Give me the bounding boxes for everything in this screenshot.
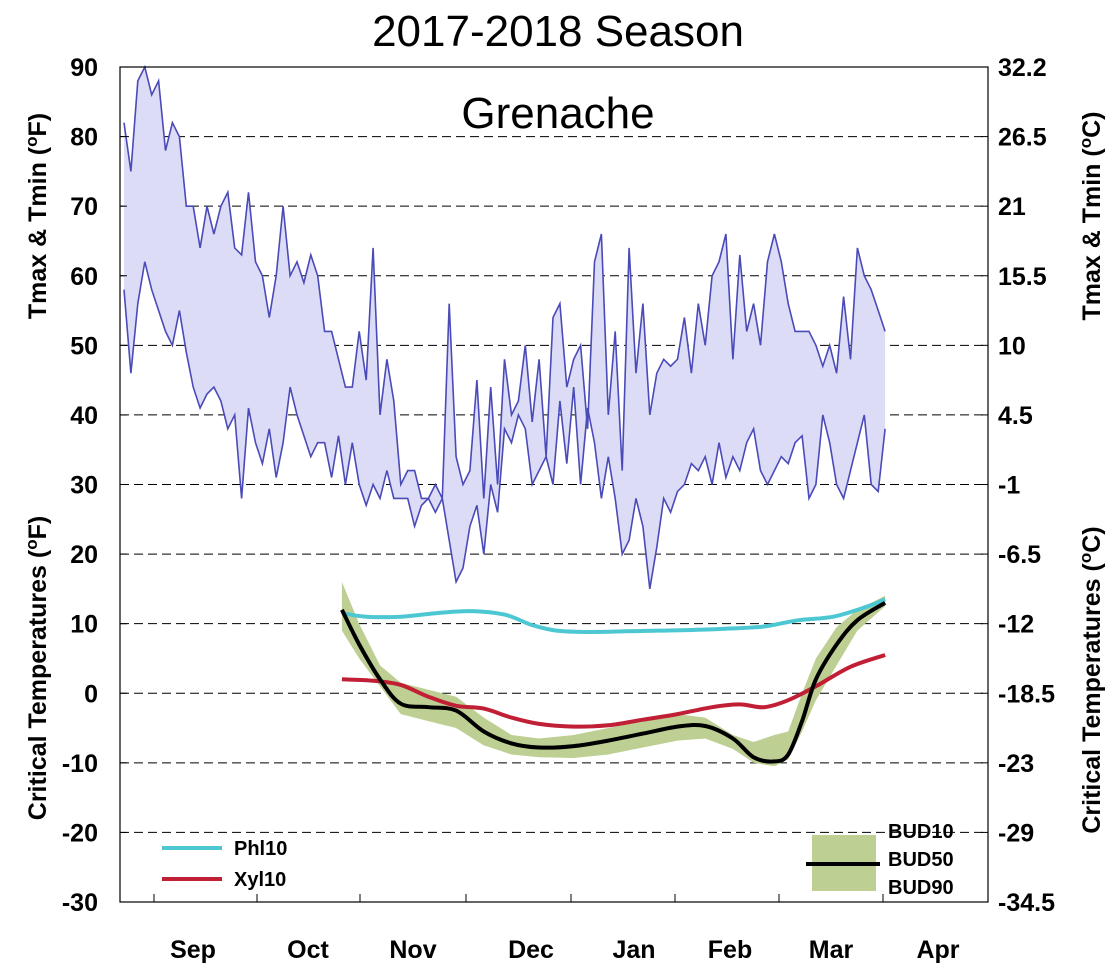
y-tick-label-right: -18.5 bbox=[998, 680, 1055, 708]
phl10-line bbox=[341, 597, 886, 635]
tmin-line bbox=[123, 261, 886, 590]
y-tick-label-left: 20 bbox=[70, 541, 98, 569]
y-tick-label-left: 50 bbox=[70, 332, 98, 360]
x-tick-label: Mar bbox=[809, 936, 854, 964]
y-axis-left-bottom-label: Critical Temperatures (oF) bbox=[22, 516, 52, 820]
tmax-line bbox=[123, 64, 886, 500]
y-tick-label-right: -34.5 bbox=[998, 889, 1055, 917]
y-tick-label-left: 70 bbox=[70, 193, 98, 221]
y-tick-label-left: -20 bbox=[62, 819, 98, 847]
x-axis-ticks: Sep Oct Nov Dec Jan Feb Mar Apr bbox=[153, 894, 960, 964]
legend-right: BUD10 BUD50 BUD90 bbox=[806, 821, 954, 899]
temperature-band bbox=[123, 64, 886, 590]
y-tick-label-right: -23 bbox=[998, 750, 1034, 778]
y-axis-right-top-label: Tmax & Tmin (oC) bbox=[1076, 111, 1106, 320]
y-tick-label-left: 40 bbox=[70, 402, 98, 430]
y-tick-label-right: 4.5 bbox=[998, 402, 1033, 430]
xyl10-line bbox=[341, 653, 886, 729]
bud50-line bbox=[340, 601, 887, 764]
x-tick-label: Nov bbox=[389, 936, 436, 964]
x-tick-label: Oct bbox=[287, 936, 329, 964]
y-tick-label-right: 32.2 bbox=[998, 54, 1047, 82]
y-tick-label-left: -30 bbox=[62, 889, 98, 917]
chart-subtitle: Grenache bbox=[461, 89, 654, 138]
y-tick-label-left: 90 bbox=[70, 54, 98, 82]
y-tick-label-right: 10 bbox=[998, 332, 1026, 360]
y-axis-right-ticks: 32.2 26.5 21 15.5 10 4.5 -1 -6.5 -12 -18.5 -23 -29 -… bbox=[981, 54, 1055, 917]
y-tick-label-left: -10 bbox=[62, 750, 98, 778]
y-tick-label-right: 21 bbox=[998, 193, 1026, 221]
x-tick-label: Feb bbox=[708, 936, 752, 964]
y-tick-label-right: 15.5 bbox=[998, 263, 1047, 291]
y-tick-label-left: 60 bbox=[70, 263, 98, 291]
y-tick-label-right: -1 bbox=[998, 472, 1020, 500]
x-tick-label: Dec bbox=[508, 936, 554, 964]
legend-xyl10-label: Xyl10 bbox=[234, 869, 286, 891]
y-axis-left-ticks: 90 80 70 60 50 40 30 20 10 0 -10 -20 -30 bbox=[62, 54, 127, 917]
legend-left: Phl10 Xyl10 bbox=[162, 838, 287, 891]
legend-phl10-label: Phl10 bbox=[234, 838, 287, 860]
x-tick-label: Sep bbox=[170, 936, 216, 964]
y-tick-label-left: 80 bbox=[70, 124, 98, 152]
legend-bud10-label: BUD10 bbox=[888, 821, 954, 843]
y-tick-label-right: -29 bbox=[998, 819, 1034, 847]
chart-title: 2017-2018 Season bbox=[372, 7, 744, 56]
y-tick-label-left: 0 bbox=[84, 680, 98, 708]
x-tick-label: Jan bbox=[612, 936, 655, 964]
bud10-bud90-band bbox=[341, 581, 886, 767]
y-axis-left-top-label: Tmax & Tmin (oF) bbox=[22, 113, 52, 319]
y-tick-label-right: -6.5 bbox=[998, 541, 1041, 569]
y-tick-label-right: -12 bbox=[998, 611, 1034, 639]
tmax-tmin-fill bbox=[124, 67, 886, 589]
x-tick-label: Apr bbox=[916, 936, 959, 964]
legend-bud90-label: BUD90 bbox=[888, 877, 954, 899]
y-tick-label-right: 26.5 bbox=[998, 124, 1047, 152]
critical-temperature-series bbox=[340, 581, 887, 767]
legend-bud50-label: BUD50 bbox=[888, 849, 954, 871]
y-tick-label-left: 10 bbox=[70, 611, 98, 639]
y-axis-right-bottom-label: Critical Temperatures (oC) bbox=[1076, 526, 1106, 833]
y-tick-label-left: 30 bbox=[70, 472, 98, 500]
